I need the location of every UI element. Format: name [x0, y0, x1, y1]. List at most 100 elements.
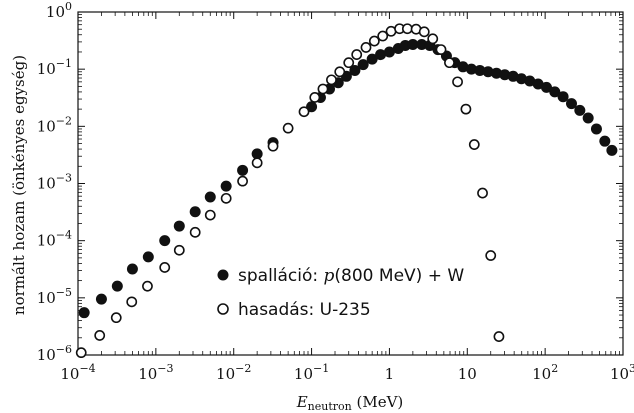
data-point — [590, 123, 602, 135]
data-point — [368, 35, 380, 47]
data-point — [418, 26, 430, 38]
data-point — [126, 296, 138, 308]
data-point — [237, 164, 249, 176]
x-tick-label: 10−3 — [138, 362, 173, 383]
legend-label-fission: hasadás: U-235 — [238, 300, 371, 320]
data-point — [110, 312, 122, 324]
data-point — [298, 106, 310, 118]
data-point — [189, 226, 201, 238]
data-point — [334, 66, 346, 78]
series-spallation — [78, 39, 618, 319]
data-point — [351, 49, 363, 60]
data-point — [159, 235, 171, 247]
y-tick-label: 10−3 — [37, 172, 72, 193]
series-layer — [75, 23, 618, 359]
data-point — [94, 330, 106, 341]
series-fission — [75, 23, 505, 359]
legend-marker-spallation — [217, 269, 229, 281]
data-point — [465, 63, 477, 75]
data-point — [599, 135, 611, 147]
data-point — [366, 53, 378, 65]
legend: spalláció: p(800 MeV) + W hasadás: U-235 — [217, 266, 464, 320]
x-tick-label: 1 — [385, 365, 395, 383]
data-point — [457, 61, 469, 73]
data-point — [251, 157, 263, 169]
legend-marker-fission — [217, 303, 229, 315]
x-tick-label: 10−4 — [60, 362, 95, 383]
data-point — [204, 191, 216, 203]
data-point — [377, 30, 389, 42]
data-point — [435, 44, 447, 55]
data-point — [78, 307, 90, 319]
data-point — [343, 57, 355, 69]
x-tick-labels: 10−4 10−3 10−2 10−1 1 10 102 103 — [60, 362, 634, 383]
data-point — [75, 347, 87, 359]
y-tick-label: 10−4 — [37, 229, 72, 250]
x-axis-title: Eneutron (MeV) — [296, 393, 404, 413]
data-point — [444, 57, 455, 69]
data-point — [407, 39, 419, 51]
data-point — [95, 293, 107, 305]
x-axis-title-sub: neutron — [308, 400, 352, 413]
data-point — [401, 23, 413, 35]
data-point — [111, 280, 123, 292]
data-point — [251, 148, 263, 160]
data-point — [142, 280, 153, 292]
legend-label-spallation-b: p — [324, 266, 335, 286]
data-point — [349, 64, 361, 76]
data-point — [474, 64, 486, 76]
y-tick-label: 100 — [46, 0, 72, 21]
data-point — [360, 42, 372, 53]
y-tick-label: 10−1 — [37, 57, 72, 78]
data-point — [282, 122, 294, 134]
data-point — [499, 69, 511, 81]
x-axis-title-main: E — [296, 393, 308, 411]
data-point — [490, 67, 502, 79]
data-point — [326, 74, 337, 86]
data-point — [142, 251, 154, 263]
data-point — [375, 49, 387, 61]
data-point — [485, 250, 497, 261]
data-point — [540, 81, 552, 93]
data-point — [606, 144, 618, 156]
data-point — [383, 46, 395, 58]
x-tick-label: 103 — [610, 362, 634, 383]
legend-label-spallation-a: spalláció: — [238, 266, 324, 286]
data-point — [317, 83, 329, 95]
data-point — [189, 206, 201, 218]
x-tick-label: 10 — [458, 365, 477, 383]
data-point — [493, 331, 505, 342]
data-point — [524, 75, 536, 87]
y-tick-label: 10−5 — [37, 286, 72, 307]
data-point — [309, 92, 321, 103]
data-point — [557, 91, 569, 103]
data-point — [549, 86, 561, 98]
data-point — [574, 104, 586, 116]
data-point — [173, 220, 185, 232]
data-point — [532, 78, 544, 90]
data-point — [416, 39, 428, 51]
data-point — [452, 76, 463, 88]
data-point — [515, 73, 527, 85]
legend-label-spallation: spalláció: p(800 MeV) + W — [238, 266, 464, 286]
data-point — [173, 244, 185, 256]
data-point — [159, 262, 171, 273]
data-point — [582, 112, 594, 124]
x-tick-label: 10−2 — [216, 362, 251, 383]
data-point — [460, 103, 472, 115]
data-point — [468, 139, 480, 150]
data-point — [482, 66, 494, 78]
data-point — [220, 180, 232, 192]
data-point — [565, 98, 577, 110]
data-point — [507, 70, 519, 82]
x-axis-title-unit: (MeV) — [352, 393, 404, 411]
y-tick-label: 10−2 — [37, 114, 72, 135]
data-point — [204, 209, 216, 221]
y-tick-label: 10−6 — [37, 343, 72, 364]
y-tick-labels: 10−6 10−5 10−4 10−3 10−2 10−1 100 — [37, 0, 72, 364]
data-point — [237, 175, 248, 187]
legend-label-spallation-c: (800 MeV) + W — [334, 266, 464, 286]
x-tick-label: 102 — [532, 362, 558, 383]
data-point — [267, 140, 279, 152]
